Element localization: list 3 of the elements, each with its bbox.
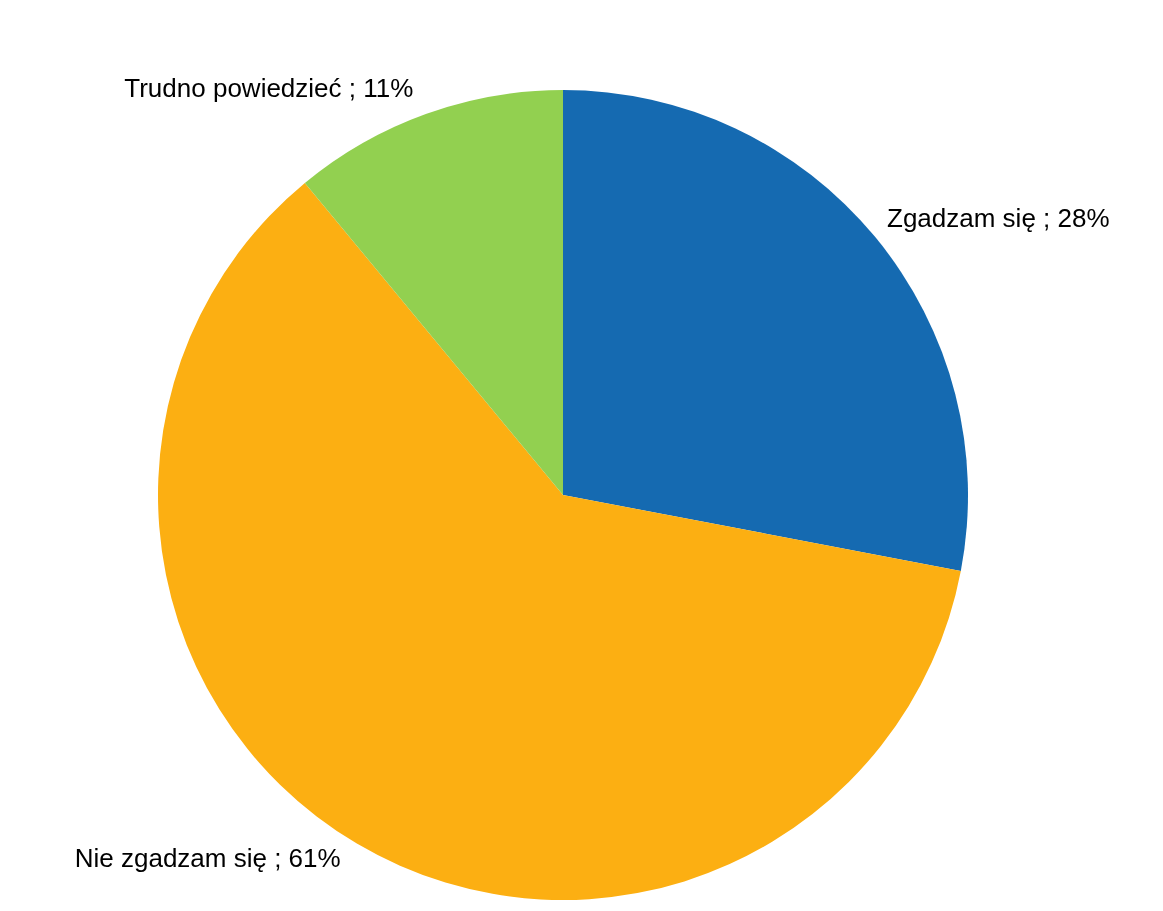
slice-label: Trudno powiedzieć ; 11% [124,73,414,104]
slice-label: Zgadzam się ; 28% [887,202,1110,233]
slice-label: Nie zgadzam się ; 61% [74,842,341,873]
